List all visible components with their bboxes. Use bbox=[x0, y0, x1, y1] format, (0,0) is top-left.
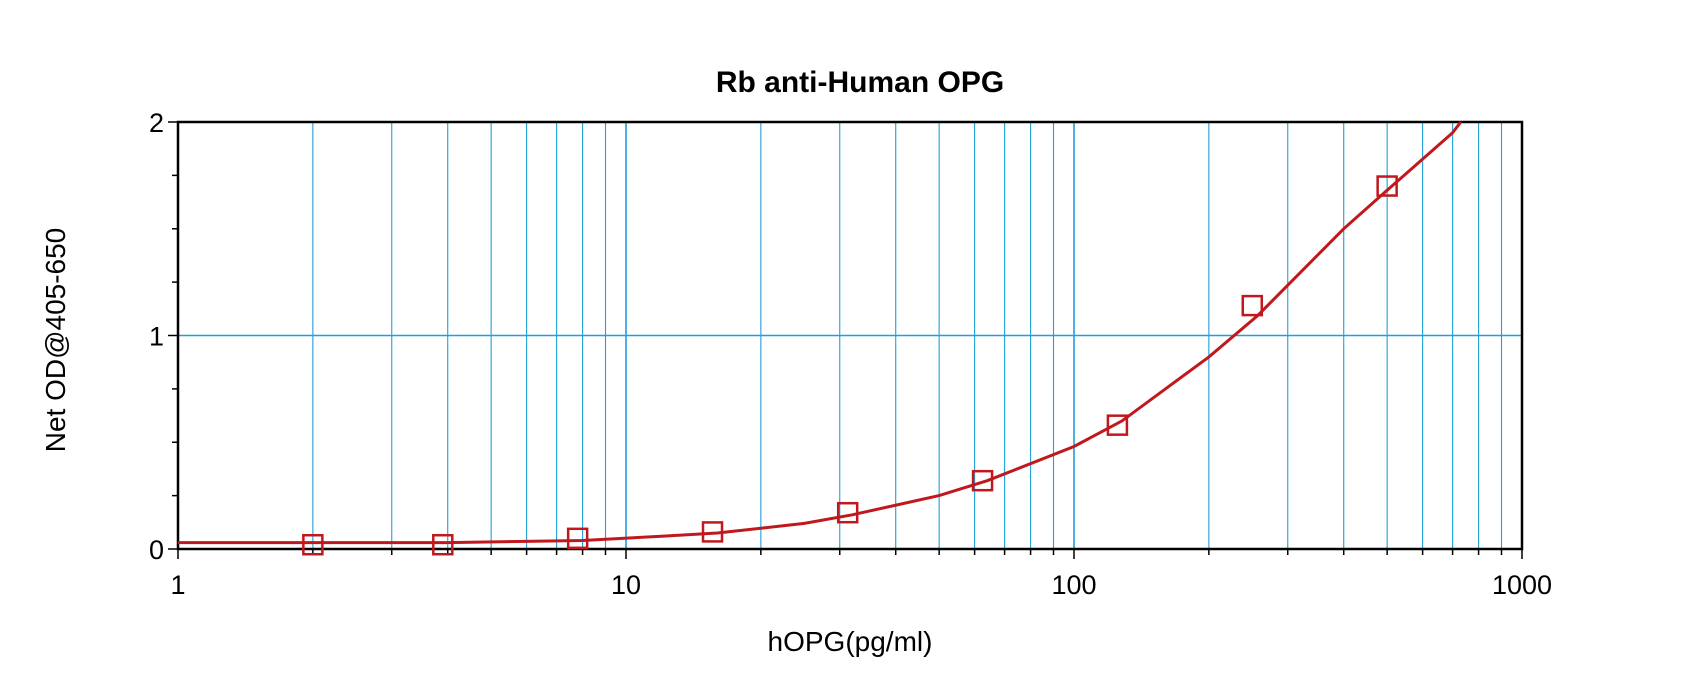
x-tick-label: 100 bbox=[1051, 570, 1096, 600]
data-point bbox=[701, 521, 724, 543]
chart-title: Rb anti-Human OPG bbox=[715, 66, 1005, 99]
fit-curve bbox=[178, 121, 1462, 545]
y-tick-label: 2 bbox=[149, 108, 164, 138]
y-tick-label: 1 bbox=[149, 322, 164, 352]
data-point bbox=[1376, 175, 1398, 197]
x-tick-label: 1000 bbox=[1492, 570, 1552, 600]
x-axis-label: hOPG(pg/ml) bbox=[767, 626, 933, 657]
data-point bbox=[566, 527, 589, 550]
data-point bbox=[302, 533, 324, 556]
data-point bbox=[971, 469, 994, 492]
data-point bbox=[836, 501, 859, 524]
data-point bbox=[1106, 414, 1129, 436]
y-tick-label: 0 bbox=[149, 535, 164, 565]
x-tick-label: 1 bbox=[170, 570, 185, 600]
data-point bbox=[432, 533, 454, 556]
x-tick-label: 10 bbox=[611, 570, 641, 600]
data-point bbox=[1241, 294, 1264, 317]
